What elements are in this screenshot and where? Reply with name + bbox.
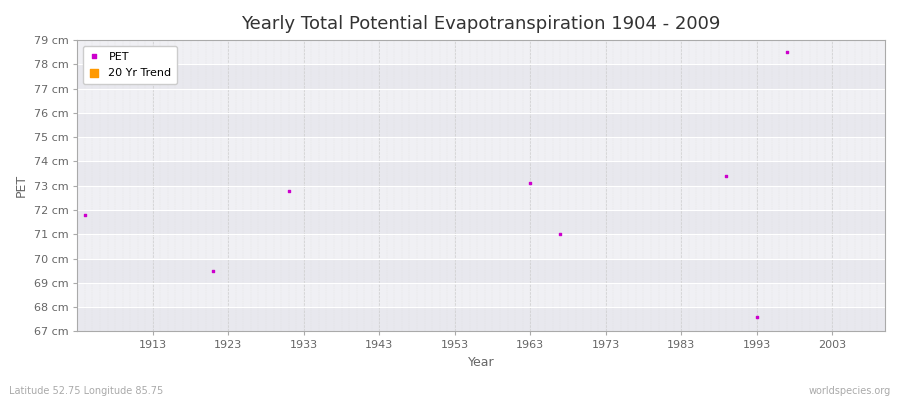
PET [282, 188, 296, 194]
PET [206, 268, 220, 274]
Bar [77, 89, 885, 113]
X-axis label: Year: Year [468, 356, 494, 369]
Text: worldspecies.org: worldspecies.org [809, 386, 891, 396]
Text: Latitude 52.75 Longitude 85.75: Latitude 52.75 Longitude 85.75 [9, 386, 163, 396]
PET [779, 49, 794, 56]
PET [719, 173, 733, 179]
Bar [77, 137, 885, 162]
PET [523, 180, 537, 186]
Bar [77, 40, 885, 64]
Bar [77, 258, 885, 283]
Bar [77, 307, 885, 332]
Title: Yearly Total Potential Evapotranspiration 1904 - 2009: Yearly Total Potential Evapotranspiratio… [241, 15, 721, 33]
PET [77, 212, 92, 218]
Legend: PET, 20 Yr Trend: PET, 20 Yr Trend [83, 46, 177, 84]
Bar [77, 64, 885, 89]
Bar [77, 113, 885, 137]
PET [750, 314, 764, 320]
Y-axis label: PET: PET [15, 174, 28, 197]
Bar [77, 162, 885, 186]
Bar [77, 186, 885, 210]
Bar [77, 234, 885, 258]
PET [554, 231, 568, 238]
Bar [77, 210, 885, 234]
Bar [77, 283, 885, 307]
